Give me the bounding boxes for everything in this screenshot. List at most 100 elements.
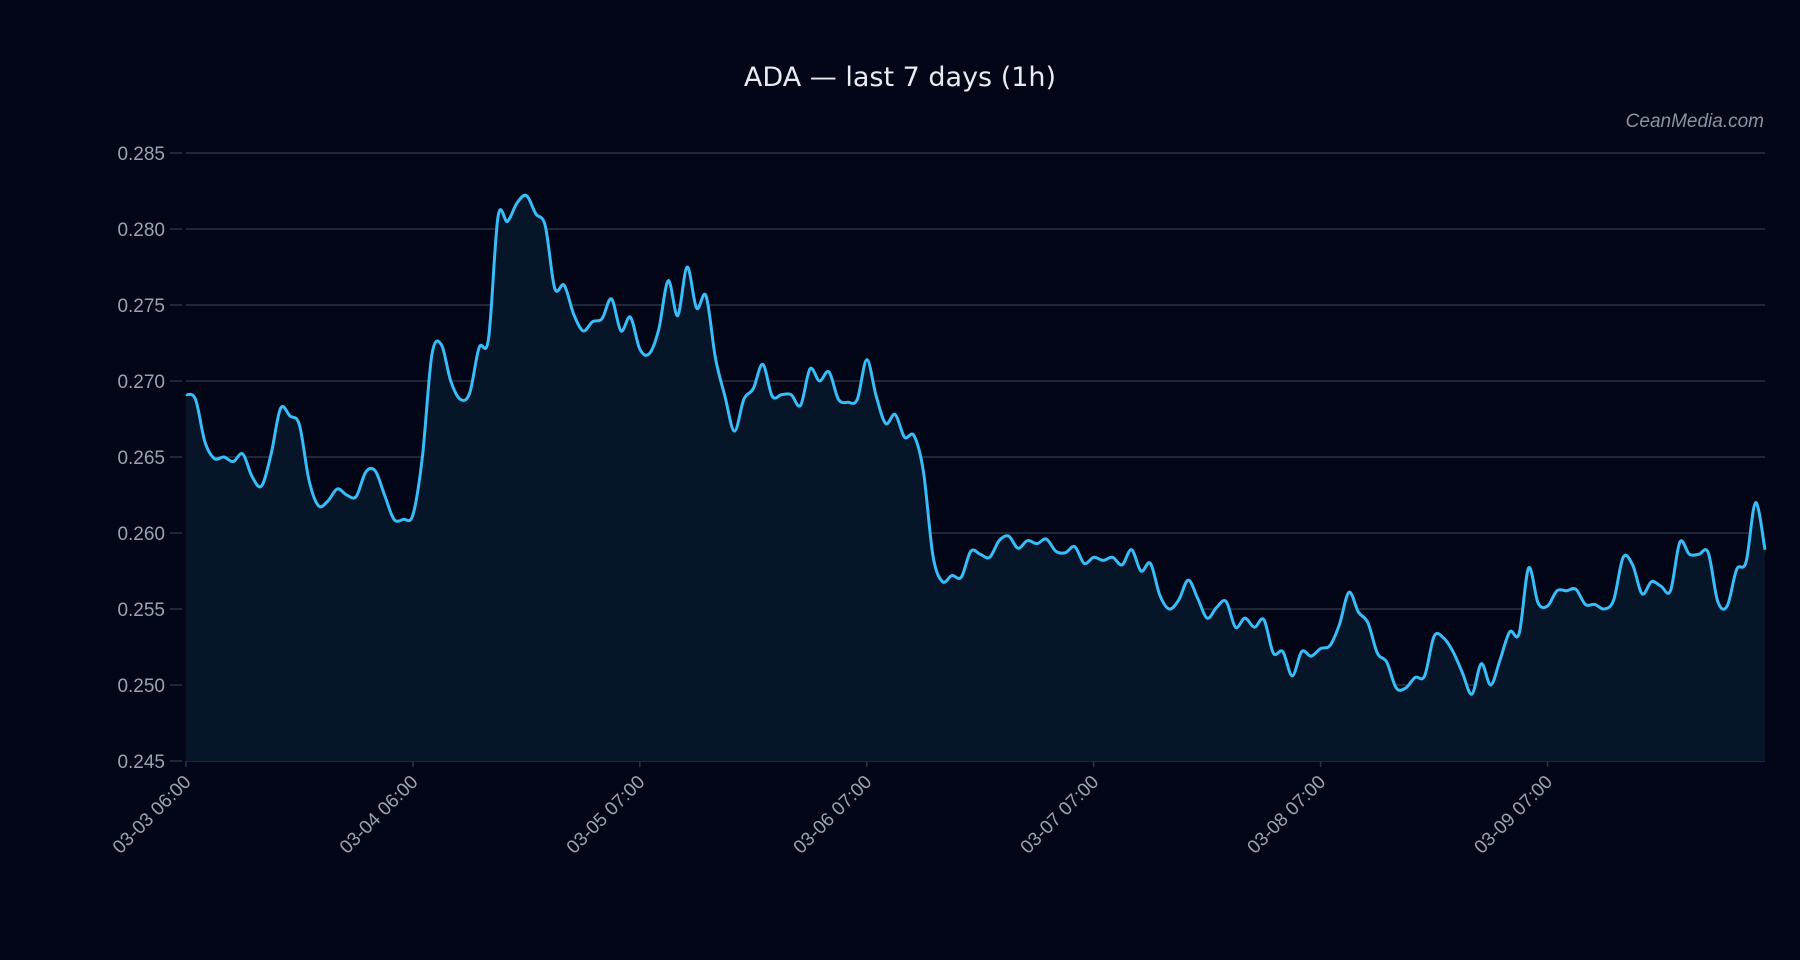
data-point bbox=[525, 194, 528, 197]
data-point bbox=[1442, 636, 1445, 639]
data-point bbox=[723, 395, 726, 398]
data-point bbox=[307, 478, 310, 481]
data-point bbox=[780, 393, 783, 396]
data-point bbox=[1225, 600, 1228, 603]
data-point bbox=[1234, 626, 1237, 629]
data-point bbox=[1669, 589, 1672, 592]
price-line bbox=[185, 193, 1767, 696]
data-point bbox=[1338, 623, 1341, 626]
data-point bbox=[742, 398, 745, 401]
data-point bbox=[1659, 585, 1662, 588]
data-point bbox=[515, 202, 518, 205]
data-point bbox=[818, 380, 821, 383]
data-point bbox=[1357, 611, 1360, 614]
data-point bbox=[582, 329, 585, 332]
data-point bbox=[203, 440, 206, 443]
data-point bbox=[591, 320, 594, 323]
data-point bbox=[1026, 539, 1029, 542]
data-point bbox=[1518, 632, 1521, 635]
data-point bbox=[1111, 556, 1114, 559]
data-point bbox=[1347, 591, 1350, 594]
data-point bbox=[336, 487, 339, 490]
data-point bbox=[374, 469, 377, 472]
data-point bbox=[1092, 556, 1095, 559]
data-point bbox=[1300, 650, 1303, 653]
y-tick-label: 0.255 bbox=[117, 600, 165, 621]
data-point bbox=[799, 404, 802, 407]
data-point bbox=[610, 297, 613, 300]
data-point bbox=[1631, 563, 1634, 566]
data-point bbox=[922, 471, 925, 474]
data-point bbox=[1574, 588, 1577, 591]
y-tick-label: 0.270 bbox=[117, 372, 165, 393]
data-point bbox=[695, 307, 698, 310]
data-point bbox=[553, 287, 556, 290]
data-point bbox=[941, 580, 944, 583]
data-point bbox=[1612, 598, 1615, 601]
data-point bbox=[686, 266, 689, 269]
data-point bbox=[411, 513, 414, 516]
data-point bbox=[1404, 687, 1407, 690]
data-point bbox=[667, 279, 670, 282]
data-point bbox=[364, 471, 367, 474]
data-point bbox=[383, 494, 386, 497]
data-point bbox=[563, 284, 566, 287]
x-tick-label: 03-08 07:00 bbox=[1244, 772, 1331, 859]
x-tick-label: 03-06 07:00 bbox=[790, 772, 877, 859]
data-point bbox=[468, 392, 471, 395]
data-point bbox=[837, 398, 840, 401]
data-point bbox=[355, 495, 358, 498]
data-point bbox=[903, 436, 906, 439]
data-point bbox=[761, 363, 764, 366]
data-point bbox=[638, 348, 641, 351]
data-point bbox=[1565, 589, 1568, 592]
data-point bbox=[1083, 562, 1086, 565]
data-point bbox=[913, 434, 916, 437]
data-point bbox=[1149, 562, 1152, 565]
y-tick-label: 0.265 bbox=[117, 448, 165, 469]
data-point bbox=[1385, 661, 1388, 664]
data-point bbox=[1480, 662, 1483, 665]
data-point bbox=[1187, 579, 1190, 582]
data-point bbox=[1139, 570, 1142, 573]
data-point bbox=[1688, 553, 1691, 556]
data-point bbox=[1622, 556, 1625, 559]
data-point bbox=[402, 518, 405, 521]
data-point bbox=[478, 346, 481, 349]
data-point bbox=[676, 314, 679, 317]
data-point bbox=[1291, 674, 1294, 677]
data-point bbox=[459, 398, 462, 401]
x-axis: 03-03 06:00 03-04 06:00 03-05 07:00 03-06 0… bbox=[109, 761, 1557, 858]
data-point bbox=[1017, 547, 1020, 550]
x-tick-label: 03-04 06:00 bbox=[336, 772, 423, 859]
data-point bbox=[1414, 676, 1417, 679]
data-point bbox=[1603, 608, 1606, 611]
y-tick-label: 0.275 bbox=[117, 296, 165, 317]
data-point bbox=[1366, 621, 1369, 624]
data-point bbox=[1423, 674, 1426, 677]
data-point bbox=[326, 500, 329, 503]
data-point bbox=[185, 393, 188, 396]
data-point bbox=[1527, 566, 1530, 569]
data-point bbox=[497, 215, 500, 218]
data-point bbox=[317, 504, 320, 507]
data-point bbox=[960, 576, 963, 579]
data-point bbox=[241, 452, 244, 455]
data-point bbox=[279, 407, 282, 410]
data-point bbox=[1764, 548, 1767, 551]
data-point bbox=[1754, 501, 1757, 504]
y-axis: 0.245 0.250 0.255 0.260 0.265 0.270 0.275 0.280… bbox=[117, 144, 182, 773]
x-tick-label: 03-03 06:00 bbox=[109, 772, 196, 859]
data-point bbox=[1272, 652, 1275, 655]
data-point bbox=[260, 484, 263, 487]
data-point bbox=[931, 554, 934, 557]
data-point bbox=[1461, 671, 1464, 674]
data-point bbox=[1243, 617, 1246, 620]
data-point bbox=[657, 328, 660, 331]
data-point bbox=[979, 553, 982, 556]
data-point bbox=[1735, 568, 1738, 571]
data-point bbox=[988, 556, 991, 559]
data-point bbox=[884, 422, 887, 425]
data-point bbox=[345, 494, 348, 497]
data-point bbox=[827, 370, 830, 373]
